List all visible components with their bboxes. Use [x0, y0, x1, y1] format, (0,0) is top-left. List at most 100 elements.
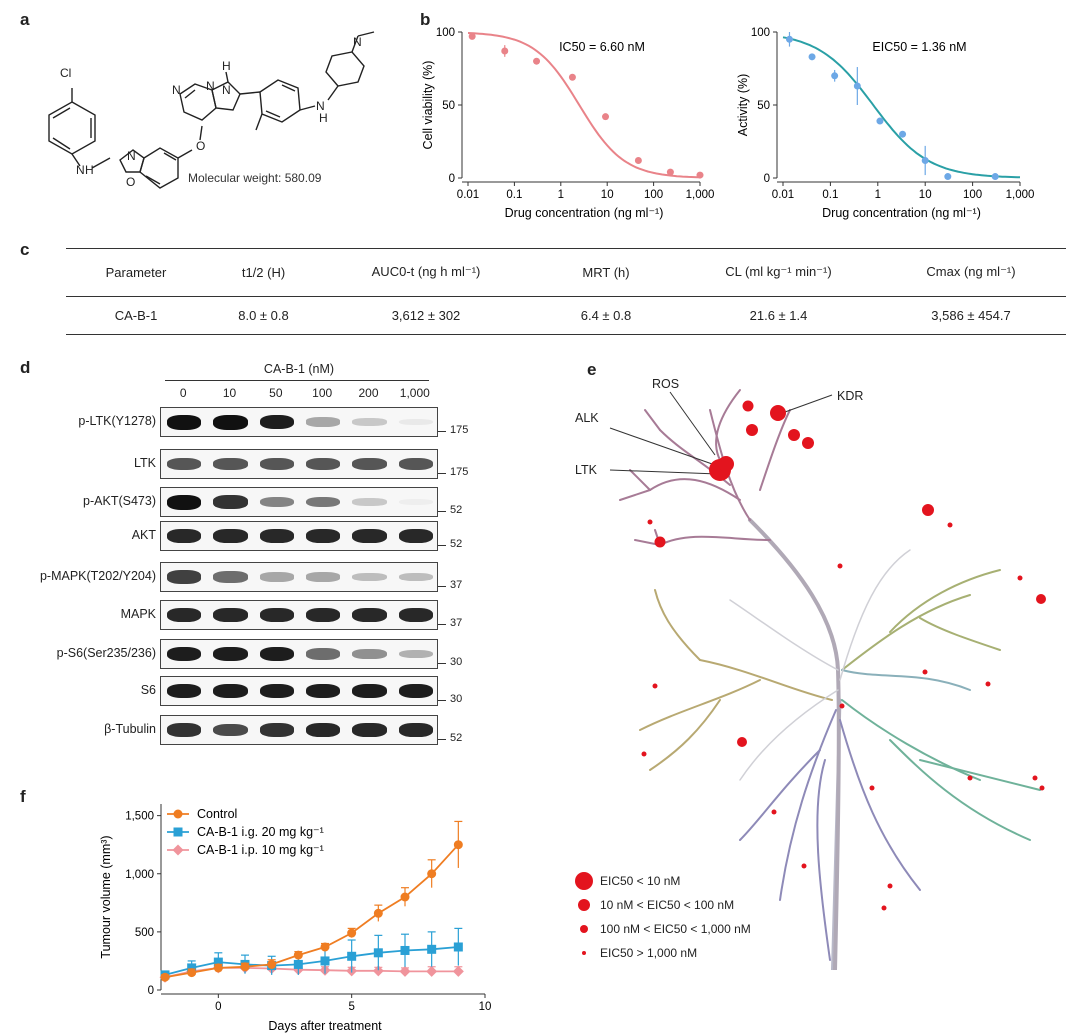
blot-band [213, 607, 248, 623]
data-point [399, 965, 411, 977]
kinase-dot [652, 683, 658, 689]
data-point [831, 72, 839, 80]
data-point [468, 32, 476, 40]
blot-strip [160, 407, 438, 437]
kinase-dot [647, 519, 653, 525]
data-point [173, 809, 183, 819]
blot-band [167, 607, 202, 623]
legend-item: 10 nM < EIC50 < 100 nM [575, 894, 785, 918]
blot-band [352, 418, 387, 426]
blot-label: p-S6(Ser235/236) [56, 646, 156, 660]
kinase-dot [737, 737, 747, 747]
blot-band [167, 528, 202, 544]
blot-band [398, 683, 433, 699]
molecular-weight-marker: 175 [450, 424, 469, 436]
kinase-dot [922, 669, 928, 675]
data-point [347, 951, 357, 961]
blot-strip [160, 562, 438, 592]
legend-label: EIC50 > 1,000 nM [600, 946, 698, 960]
tree-branch-tk [619, 389, 791, 546]
pk-table: Parameter t1/2 (H) AUC0-t (ng h ml⁻¹) MR… [66, 248, 1066, 334]
blot-band [259, 414, 294, 430]
kinase-dot [837, 563, 843, 569]
atom-label: H [85, 163, 94, 177]
x-tick-label: 1,000 [686, 189, 715, 201]
blot-band [306, 722, 341, 738]
blot-band [213, 571, 248, 583]
chart-cell-viability: 0 50 100 0.01 0.1 1 10 100 1,000 IC50 = 6.60 nM Dr… [421, 27, 715, 220]
blot-band [306, 572, 341, 582]
kinase-dot [947, 522, 953, 528]
data-point [320, 956, 330, 966]
data-point [293, 950, 303, 960]
kinase-dot [771, 809, 777, 815]
x-tick-label: 100 [963, 189, 982, 201]
blot-band [259, 683, 294, 699]
data-point [568, 73, 576, 81]
molecular-weight-marker: 37 [450, 617, 463, 629]
kinase-label-ros: ROS [652, 377, 679, 391]
blot-label: p-LTK(Y1278) [78, 414, 156, 428]
blot-band [213, 414, 248, 430]
data-point [696, 171, 704, 179]
kinase-dot [985, 681, 991, 687]
data-point [533, 57, 541, 65]
data-point [899, 130, 907, 138]
x-axis-label: Days after treatment [268, 1019, 382, 1033]
kinase-dot [922, 504, 934, 516]
data-point [501, 47, 509, 55]
kinome-legend: EIC50 < 10 nM 10 nM < EIC50 < 100 nM 100… [575, 870, 785, 966]
table-mid-rule [66, 296, 1066, 297]
blot-strip [160, 676, 438, 706]
tree-branch-tkl [841, 569, 1001, 671]
tree-trunk [748, 518, 841, 970]
atom-label: H [319, 111, 328, 125]
blot-band [352, 498, 387, 506]
blot-band [306, 607, 341, 623]
kinase-dot [788, 429, 800, 441]
blot-label: MAPK [120, 607, 156, 621]
atom-label: O [126, 175, 135, 189]
data-point [293, 959, 303, 969]
blot-band [398, 607, 433, 623]
panel-label-b: b [420, 10, 431, 29]
kinase-dot [802, 437, 814, 449]
data-point [666, 168, 674, 176]
tree-branch-cmgc-blue [841, 669, 971, 691]
kinase-label-ltk: LTK [575, 463, 598, 477]
data-point [944, 173, 952, 181]
atom-label: N [316, 99, 325, 113]
table-cell: 8.0 ± 0.8 [238, 307, 289, 323]
data-point [172, 844, 184, 856]
atom-label: O [196, 139, 205, 153]
data-point [240, 962, 250, 972]
legend-label: EIC50 < 10 nM [600, 874, 681, 888]
blot-concentration-label: 100 [312, 386, 333, 400]
mw-tick [438, 545, 446, 546]
blot-band [167, 570, 202, 584]
blot-label: p-AKT(S473) [83, 494, 156, 508]
panel-label-c: c [20, 240, 30, 259]
blot-band [398, 528, 433, 544]
blot-band [306, 683, 341, 699]
x-axis-label: Drug concentration (ng ml⁻¹) [822, 206, 981, 220]
atom-label: N [222, 83, 231, 97]
blot-treatment-rule [165, 380, 429, 381]
kinase-dot [1017, 575, 1023, 581]
blot-band [213, 683, 248, 699]
data-point [991, 173, 999, 181]
blot-band [398, 722, 433, 738]
kinase-dot-kdr [770, 405, 786, 421]
mw-tick [438, 700, 446, 701]
chart-activity: 0 50 100 0.01 0.1 1 10 100 1,000 EIC50 = 1.36 nM D… [736, 27, 1034, 220]
blot-band [213, 457, 248, 471]
blot-band [259, 723, 294, 737]
molecular-weight-marker: 52 [450, 504, 463, 516]
blot-strip [160, 600, 438, 630]
fit-curve [467, 32, 701, 179]
mw-tick [438, 431, 446, 432]
blot-band [306, 528, 341, 544]
kinase-dot [654, 536, 666, 548]
blot-label: AKT [131, 528, 156, 542]
x-tick-label: 1 [875, 189, 881, 201]
